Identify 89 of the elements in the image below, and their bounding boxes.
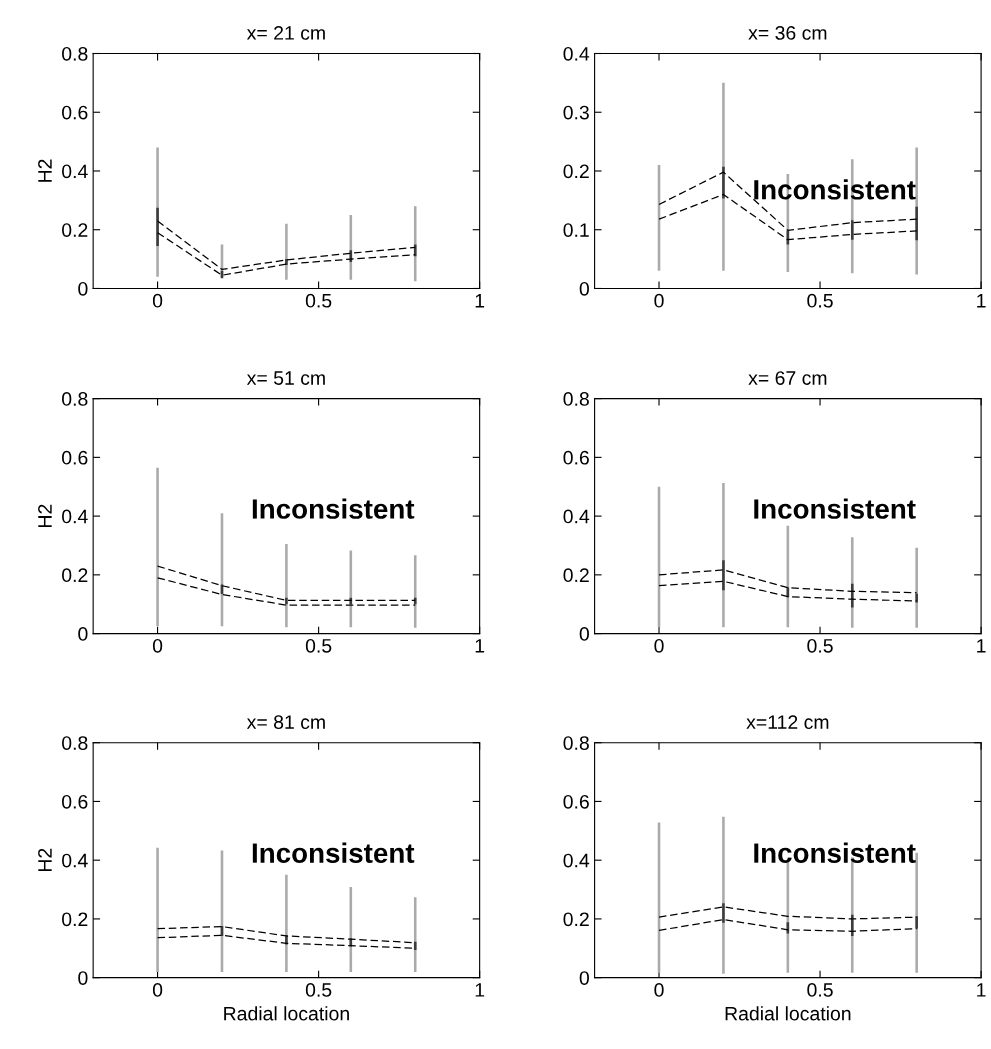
y-tick-label: 0	[579, 281, 589, 296]
y-tick-label: 0.2	[62, 223, 88, 237]
bar	[156, 207, 159, 246]
y-tick-label: 0.6	[563, 450, 589, 465]
y-tick-label: 0.8	[563, 736, 589, 750]
y-axis-title: H2	[38, 848, 52, 872]
annotation: Inconsistent	[754, 842, 916, 863]
y-tick-label: 0	[579, 971, 589, 985]
y-axis-title: H2	[38, 159, 52, 182]
x-tick-label: 1	[977, 639, 986, 653]
y-tick-label: 0	[78, 627, 88, 641]
chart-title: x= 81 cm	[246, 715, 325, 729]
bar	[413, 555, 417, 628]
x-tick-label: 0.5	[305, 638, 332, 653]
line-series	[658, 569, 918, 594]
x-tick-label: 0	[152, 983, 163, 997]
y-tick-label: 0.2	[563, 912, 589, 927]
x-tick-label: 1	[977, 294, 986, 308]
x-tick-label: 1	[475, 983, 485, 997]
annotation: Inconsistent	[252, 498, 415, 519]
y-tick-label: 0.6	[62, 105, 88, 120]
y-tick-label: 0.6	[62, 450, 88, 465]
bar	[722, 560, 725, 591]
line-series	[156, 220, 416, 271]
x-tick-label: 0	[654, 638, 664, 653]
x-tick-label: 0	[152, 293, 163, 308]
y-tick-label: 0.8	[62, 736, 88, 750]
line-series	[658, 171, 918, 231]
y-tick-label: 0.4	[62, 853, 88, 868]
y-tick-label: 0.1	[563, 223, 589, 237]
bar	[722, 166, 725, 199]
x-tick-label: 0	[152, 638, 163, 653]
y-tick-label: 0.4	[62, 164, 88, 179]
bar	[850, 583, 854, 608]
chart-title: x=112 cm	[746, 715, 829, 729]
bar	[413, 941, 417, 951]
y-tick-label: 0.4	[563, 46, 590, 61]
y-tick-label: 0.8	[563, 392, 589, 406]
bar	[413, 897, 417, 973]
y-tick-label: 0.2	[563, 164, 589, 179]
x-tick-label: 0.5	[807, 293, 833, 308]
x-tick-label: 0	[654, 293, 664, 308]
y-tick-label: 0.4	[62, 509, 88, 524]
line-series	[658, 580, 918, 602]
x-axis-title: Radial location	[725, 1006, 851, 1021]
y-tick-label: 0.8	[62, 46, 88, 61]
y-tick-label: 0	[78, 281, 88, 296]
chart-title: x= 21 cm	[246, 26, 325, 40]
bar	[915, 206, 918, 241]
x-axis-title: Radial location	[224, 1006, 349, 1021]
y-tick-label: 0.2	[563, 568, 589, 583]
chart-title: x= 36 cm	[748, 26, 827, 40]
bar	[285, 223, 288, 280]
y-tick-label: 0.8	[62, 392, 88, 406]
annotation: Inconsistent	[754, 179, 916, 200]
x-tick-label: 1	[977, 983, 986, 997]
bar	[915, 916, 918, 929]
y-tick-label: 0.4	[563, 509, 590, 524]
annotation: Inconsistent	[754, 498, 916, 519]
y-axis-title: H2	[38, 504, 52, 527]
bar	[156, 467, 159, 627]
x-tick-label: 1	[475, 294, 485, 308]
chart-title: x= 67 cm	[748, 371, 827, 385]
line-series	[156, 232, 416, 276]
y-tick-label: 0.6	[62, 794, 88, 809]
bar	[285, 544, 288, 628]
bar	[850, 220, 854, 240]
bar	[413, 597, 417, 605]
line-series	[658, 918, 918, 932]
x-tick-label: 0.5	[305, 293, 332, 308]
y-tick-label: 0.6	[563, 794, 589, 809]
y-tick-label: 0.2	[62, 568, 88, 583]
x-tick-label: 0.5	[807, 638, 833, 653]
chart-title: x= 51 cm	[246, 371, 325, 385]
bar	[850, 914, 854, 936]
annotation: Inconsistent	[252, 842, 415, 863]
x-tick-label: 0.5	[305, 983, 332, 997]
y-tick-label: 0.3	[563, 105, 589, 120]
y-tick-label: 0.2	[62, 912, 88, 927]
x-tick-label: 1	[475, 639, 485, 653]
y-tick-label: 0.4	[563, 853, 590, 868]
y-tick-label: 0	[579, 627, 589, 641]
bar	[915, 852, 918, 973]
bar	[285, 874, 288, 973]
x-tick-label: 0	[654, 983, 664, 997]
x-tick-label: 0.5	[807, 983, 833, 997]
y-tick-label: 0	[78, 971, 88, 985]
bar	[156, 847, 159, 973]
bar	[413, 244, 417, 257]
